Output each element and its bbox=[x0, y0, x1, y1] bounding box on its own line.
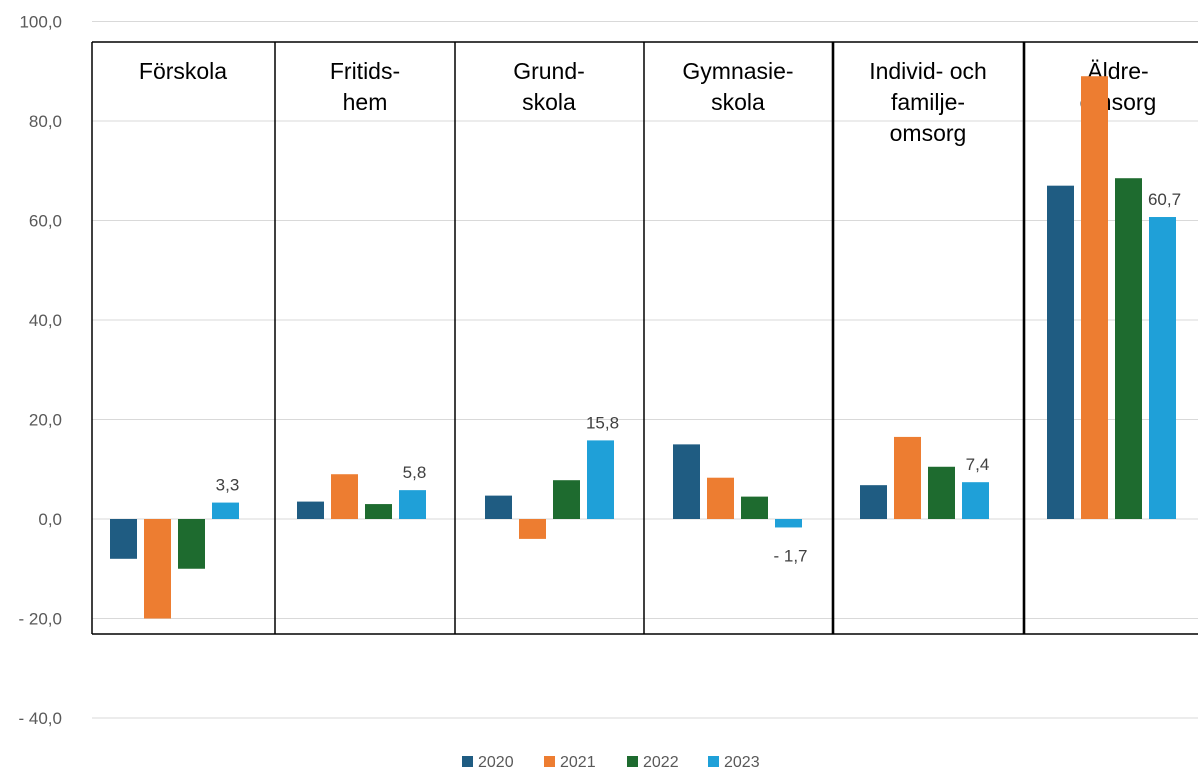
y-tick-label: 20,0 bbox=[29, 411, 62, 430]
bar bbox=[707, 477, 734, 519]
bar bbox=[928, 466, 955, 519]
data-label: 5,8 bbox=[403, 463, 427, 482]
category-label: Gymnasie- bbox=[682, 58, 793, 84]
gridlines bbox=[92, 21, 1198, 719]
legend-label: 2022 bbox=[643, 754, 679, 771]
category-label: omsorg bbox=[890, 120, 967, 146]
legend-swatch bbox=[627, 756, 638, 767]
bar bbox=[1149, 217, 1176, 519]
bar bbox=[485, 495, 512, 519]
bar bbox=[860, 485, 887, 519]
category-label: Individ- och bbox=[869, 58, 987, 84]
bars bbox=[110, 76, 1176, 619]
bar bbox=[741, 496, 768, 519]
bar bbox=[1047, 185, 1074, 520]
bar bbox=[775, 519, 802, 528]
bar bbox=[297, 501, 324, 519]
bar bbox=[673, 444, 700, 519]
category-label: familje- bbox=[891, 89, 965, 115]
bar bbox=[962, 482, 989, 519]
bar bbox=[144, 519, 171, 619]
data-label: - 1,7 bbox=[773, 546, 807, 565]
y-axis: 100,0 80,0 60,0 40,0 20,0 0,0 - 20,0 - 40,0 bbox=[19, 13, 62, 729]
data-label: 7,4 bbox=[966, 455, 990, 474]
bar bbox=[1081, 76, 1108, 519]
legend-swatch bbox=[544, 756, 555, 767]
y-tick-label: 60,0 bbox=[29, 212, 62, 231]
bar bbox=[331, 474, 358, 519]
bar bbox=[894, 436, 921, 519]
y-tick-label: 100,0 bbox=[19, 13, 62, 32]
bar bbox=[365, 504, 392, 519]
data-labels: 3,3 5,8 15,8 - 1,7 7,4 60,7 bbox=[216, 190, 1181, 565]
bar bbox=[178, 519, 205, 569]
legend-label: 2021 bbox=[560, 754, 596, 771]
legend-label: 2020 bbox=[478, 754, 514, 771]
bar bbox=[519, 519, 546, 539]
category-label: skola bbox=[711, 89, 765, 115]
bar bbox=[553, 480, 580, 519]
bar bbox=[399, 490, 426, 519]
category-label: Förskola bbox=[139, 58, 227, 84]
legend-swatch bbox=[462, 756, 473, 767]
y-tick-label: - 40,0 bbox=[19, 709, 62, 728]
category-panels: Förskola Fritids-hem Grund-skola Gymnasie-s… bbox=[91, 41, 1198, 635]
category-label: skola bbox=[522, 89, 576, 115]
y-tick-label: 80,0 bbox=[29, 112, 62, 131]
y-tick-label: 40,0 bbox=[29, 311, 62, 330]
bar bbox=[1115, 178, 1142, 519]
legend-swatch bbox=[708, 756, 719, 767]
y-tick-label: - 20,0 bbox=[19, 610, 62, 629]
category-label: Fritids- bbox=[330, 58, 400, 84]
bar bbox=[212, 502, 239, 519]
category-label: hem bbox=[343, 89, 388, 115]
data-label: 3,3 bbox=[216, 476, 240, 495]
category-label: Grund- bbox=[513, 58, 585, 84]
y-tick-label: 0,0 bbox=[38, 510, 62, 529]
bar bbox=[110, 519, 137, 559]
legend: 2020 2021 2022 2023 bbox=[462, 754, 760, 771]
legend-label: 2023 bbox=[724, 754, 760, 771]
bar bbox=[587, 440, 614, 519]
data-label: 15,8 bbox=[586, 413, 619, 432]
data-label: 60,7 bbox=[1148, 190, 1181, 209]
